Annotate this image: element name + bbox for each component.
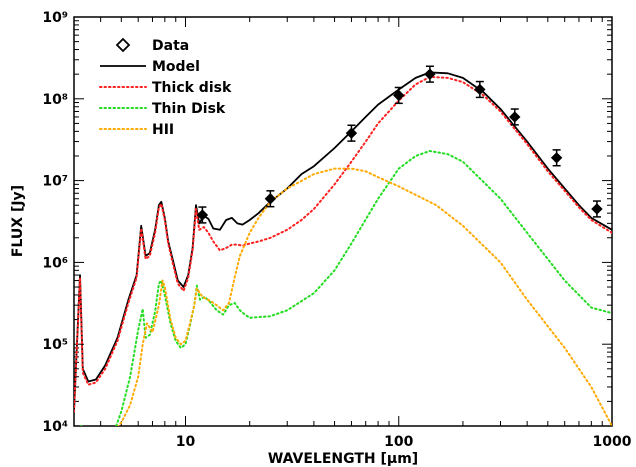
data-point [265, 194, 275, 204]
series-thin-disk [81, 151, 612, 451]
x-tick-label: 1000 [593, 434, 632, 450]
legend-label: Data [152, 38, 189, 54]
series-hii [112, 169, 612, 434]
data-point [592, 204, 602, 214]
y-tick-label: 10⁸ [42, 92, 68, 108]
axis-ticks: 10⁴ 10⁵ 10⁶ 10⁷ 10⁸ 10⁹ 10 100 1000 [42, 10, 631, 450]
legend-marker-diamond [117, 39, 129, 51]
y-tick-label: 10⁴ [42, 419, 68, 435]
data-point [552, 153, 562, 163]
legend-label: Thin Disk [152, 101, 226, 117]
legend-label: Thick disk [152, 80, 232, 96]
y-tick-label: 10⁶ [42, 255, 68, 271]
y-tick-label: 10⁷ [42, 174, 68, 190]
data-point [346, 128, 356, 138]
legend-label: Model [152, 59, 200, 75]
x-tick-label: 100 [384, 434, 413, 450]
x-axis-label: WAVELENGTH [μm] [268, 451, 418, 467]
y-tick-label: 10⁹ [42, 10, 68, 26]
plot-frame [74, 17, 612, 426]
y-tick-label: 10⁵ [42, 337, 68, 353]
x-tick-label: 10 [176, 434, 196, 450]
data-point [510, 112, 520, 122]
y-axis-label: FLUX [Jy] [10, 185, 26, 257]
legend: Data Model Thick disk Thin Disk HII [100, 38, 232, 138]
legend-label: HII [152, 122, 174, 138]
